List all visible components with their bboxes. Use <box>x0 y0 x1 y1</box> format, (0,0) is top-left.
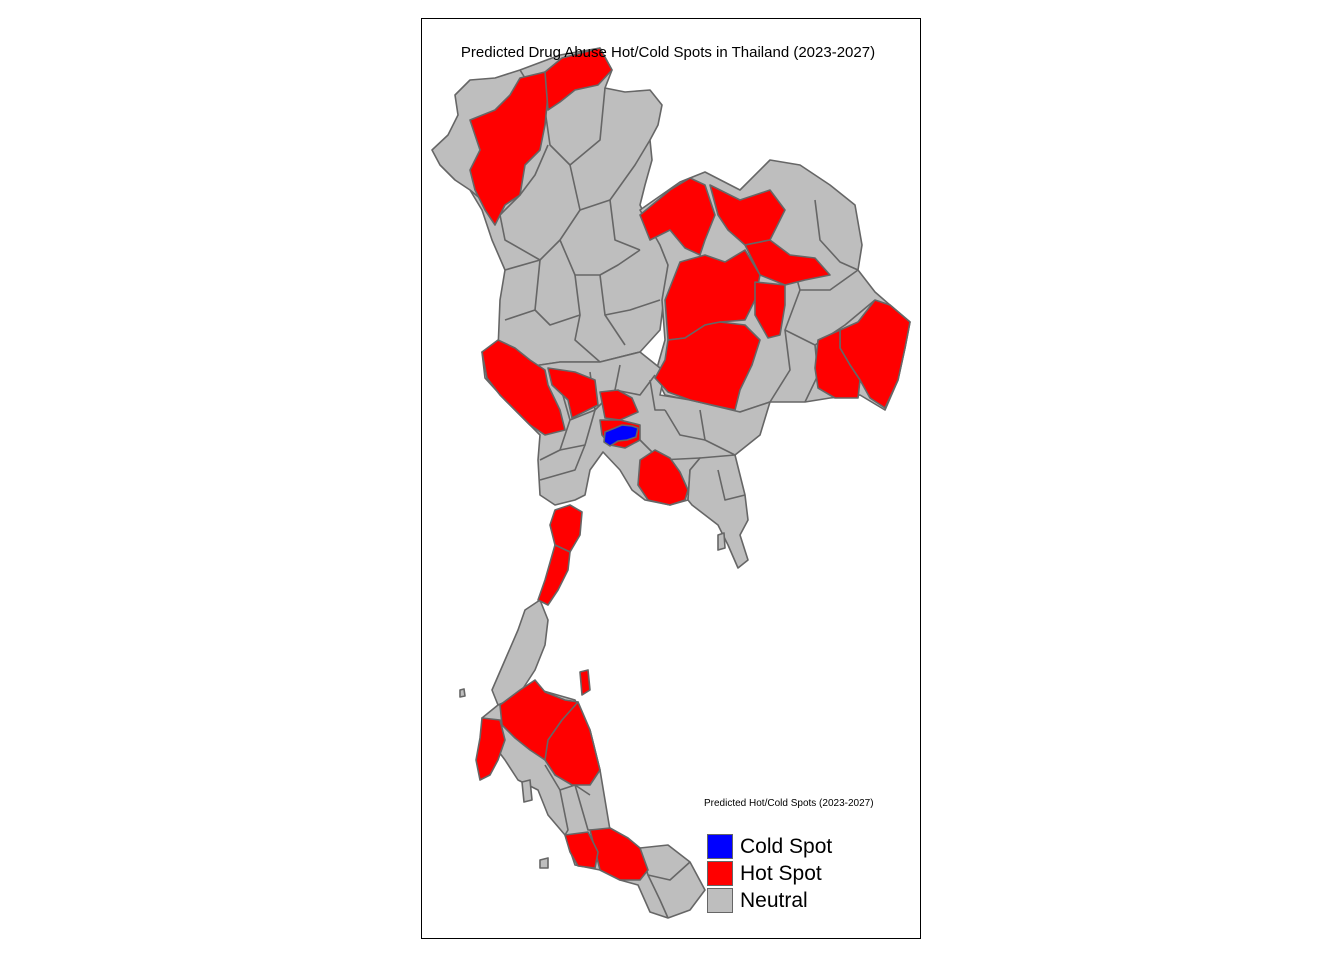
province-hot-central-1 <box>599 389 639 421</box>
province-hot-east-1 <box>637 449 689 506</box>
province-hot-north-2 <box>544 47 613 111</box>
province-hot-northeast-8 <box>814 329 861 399</box>
legend: Predicted Hot/Cold Spots (2023-2027) Col… <box>704 798 874 914</box>
province-hot-northeast-1 <box>639 177 716 256</box>
legend-item-cold-spot: Cold Spot <box>704 833 874 860</box>
province-hot-south-isthmus-1 <box>549 504 583 553</box>
map-title: Predicted Drug Abuse Hot/Cold Spots in T… <box>460 44 876 61</box>
province-hot-west-1 <box>481 339 566 436</box>
legend-label-cold-spot: Cold Spot <box>740 834 833 858</box>
legend-item-hot-spot: Hot Spot <box>704 860 874 887</box>
province-hot-northeast-6 <box>654 321 761 411</box>
province-hot-south-5 <box>564 831 599 869</box>
province-hot-northeast-3 <box>744 239 831 286</box>
province-hot-south-3 <box>475 717 506 781</box>
province-hot-northeast-5 <box>754 281 786 339</box>
province-hot-south-2 <box>544 701 601 786</box>
legend-item-neutral: Neutral <box>704 887 874 914</box>
legend-label-neutral: Neutral <box>740 888 808 912</box>
province-cold-bangkok <box>603 424 639 447</box>
island-neutral-1 <box>717 532 726 551</box>
island-neutral-4 <box>539 857 549 869</box>
legend-swatch-neutral <box>707 888 733 913</box>
island-hot-1 <box>579 669 591 696</box>
legend-swatch-hot-spot <box>707 861 733 886</box>
legend-swatch-cold-spot <box>707 834 733 859</box>
province-region-east <box>687 454 749 569</box>
legend-title: Predicted Hot/Cold Spots (2023-2027) <box>704 798 874 809</box>
legend-label-hot-spot: Hot Spot <box>740 861 822 885</box>
province-hot-south-isthmus-2 <box>537 544 571 606</box>
province-hot-north-1 <box>469 71 549 226</box>
island-neutral-2 <box>521 779 533 803</box>
island-neutral-3 <box>459 688 466 698</box>
province-hot-south-4 <box>589 827 649 881</box>
province-hot-west-2 <box>547 367 599 419</box>
